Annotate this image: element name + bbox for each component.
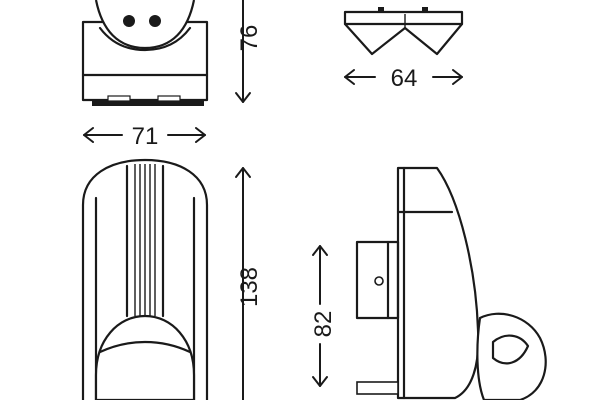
dim-mount-height: 82 [310,245,337,387]
dim-front-height: 76 [235,0,263,103]
dim-mount-height-label: 82 [310,311,337,338]
dim-side-height: 138 [235,167,263,400]
front-elevation-view [81,158,209,400]
sensor-eye-right [149,15,161,27]
dim-side-height-label: 138 [236,267,263,307]
dim-top-width-label: 64 [391,65,418,92]
side-view [355,166,547,400]
front-view [81,0,209,106]
sensor-eye-left [123,15,135,27]
dim-front-width: 71 [83,123,206,150]
top-view [343,7,464,56]
dim-front-width-label: 71 [132,123,159,150]
dim-top-width: 64 [344,65,463,92]
dim-front-height-label: 76 [236,25,263,52]
